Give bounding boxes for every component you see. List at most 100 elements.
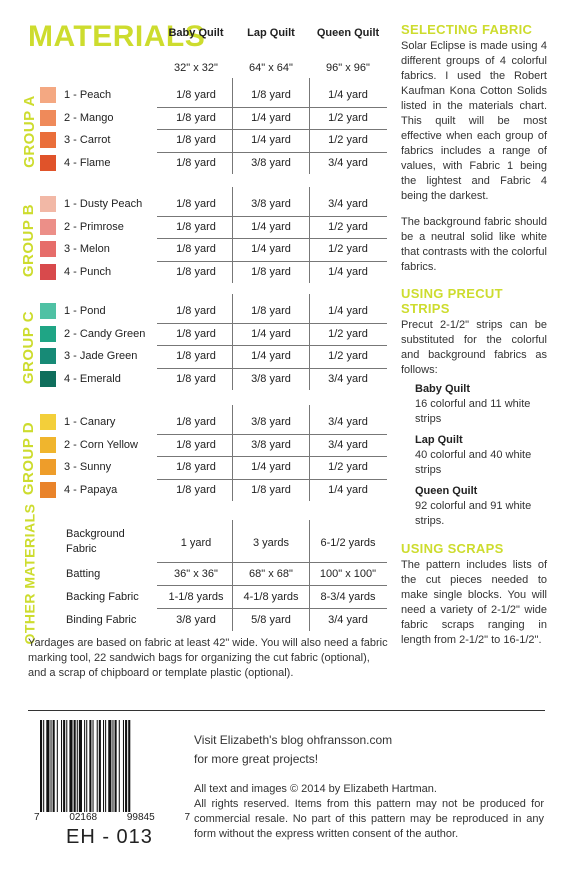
footer-divider (28, 710, 545, 711)
other-queen: 100" x 100" (319, 568, 377, 580)
fabric-row: 4 - Flame 1/8 yard 3/8 yard 3/4 yard (40, 152, 385, 174)
color-swatch (40, 303, 56, 319)
yardage-queen: 3/4 yard (328, 372, 368, 385)
precut-strips-intro: Precut 2-1/2" strips can be substituted … (401, 319, 547, 376)
other-material-row: Backing Fabric 1-1/8 yards 4-1/8 yards 8-3/… (66, 586, 386, 608)
other-material-name: Backing Fabric (66, 591, 139, 603)
fabric-row: 4 - Emerald 1/8 yard 3/8 yard 3/4 yard (40, 368, 385, 390)
precut-baby-text: 16 colorful and 11 white strips (415, 398, 531, 425)
yardage-lap: 1/8 yard (251, 89, 291, 101)
color-swatch (40, 218, 56, 235)
color-swatch (40, 109, 56, 126)
column-divider (309, 520, 310, 631)
color-swatch (40, 154, 56, 171)
column-divider (232, 187, 233, 284)
precut-baby-heading: Baby Quilt (415, 383, 471, 395)
other-baby: 1-1/8 yards (168, 591, 224, 603)
yardage-lap: 1/8 yard (251, 305, 291, 317)
column-divider (232, 520, 233, 631)
yardage-baby: 1/8 yard (176, 156, 216, 169)
yardage-baby: 1/8 yard (176, 461, 216, 474)
barcode-digits-left: 02168 (69, 812, 98, 823)
col-size-lap: 64" x 64" (249, 62, 293, 74)
column-divider (232, 405, 233, 502)
yardage-baby: 1/8 yard (176, 198, 216, 210)
fabric-name: 3 - Carrot (64, 134, 111, 147)
col-size-queen: 96" x 96" (326, 62, 370, 74)
other-lap: 3 yards (252, 537, 290, 549)
barcode-digits: 7 02168 99845 7 (34, 812, 190, 823)
yardage-baby: 1/8 yard (176, 327, 216, 340)
yardage-baby: 1/8 yard (176, 89, 216, 101)
other-baby: 1 yard (180, 537, 212, 549)
row-divider (157, 106, 387, 108)
fabric-name: 2 - Mango (64, 111, 114, 124)
precut-queen-heading: Queen Quilt (415, 485, 478, 497)
other-queen: 6-1/2 yards (320, 537, 376, 549)
yardage-queen: 3/4 yard (328, 416, 368, 428)
blog-promo: Visit Elizabeth's blog ohfransson.com fo… (194, 731, 392, 769)
yardage-lap: 1/4 yard (251, 461, 291, 474)
barcode-digit-lead: 7 (34, 812, 40, 823)
yardage-queen: 1/2 yard (328, 134, 368, 147)
yardage-lap: 3/8 yard (251, 372, 291, 385)
row-divider (157, 478, 387, 480)
yardage-queen: 3/4 yard (328, 438, 368, 451)
fabric-row: 4 - Papaya 1/8 yard 1/8 yard 1/4 yard (40, 479, 385, 501)
yardage-baby: 1/8 yard (176, 483, 216, 496)
row-divider (157, 585, 387, 586)
yardage-lap: 1/4 yard (251, 134, 291, 147)
fabric-name: 4 - Punch (64, 265, 112, 278)
other-material-name: Binding Fabric (66, 614, 137, 626)
yardage-queen: 1/4 yard (328, 89, 368, 101)
fabric-name: 3 - Sunny (64, 461, 112, 474)
color-swatch (40, 436, 56, 453)
yardage-queen: 1/2 yard (328, 327, 368, 340)
other-lap: 4-1/8 yards (243, 591, 299, 603)
yardage-lap: 1/4 yard (251, 220, 291, 233)
color-swatch (40, 459, 56, 476)
using-scraps-heading: USING SCRAPS (401, 541, 504, 556)
other-material-row: Binding Fabric 3/8 yard 5/8 yard 3/4 yard (66, 609, 386, 631)
fabric-row: 1 - Canary 1/8 yard 3/8 yard 3/4 yard (40, 411, 385, 433)
product-sku: EH - 013 (66, 826, 153, 848)
fabric-row: 2 - Corn Yellow 1/8 yard 3/8 yard 3/4 yard (40, 434, 385, 456)
yardage-lap: 1/4 yard (251, 350, 291, 363)
barcode (40, 720, 131, 812)
color-swatch (40, 414, 56, 430)
yardage-queen: 1/4 yard (328, 265, 368, 278)
background-fabric-text: The background fabric should be a neutra… (401, 216, 547, 273)
other-lap: 5/8 yard (251, 614, 291, 626)
fabric-row: 1 - Dusty Peach 1/8 yard 3/8 yard 3/4 yard (40, 193, 385, 215)
precut-queen-text: 92 colorful and 91 white strips. (415, 500, 532, 527)
yardage-lap: 3/8 yard (251, 438, 291, 451)
yardage-queen: 1/2 yard (328, 350, 368, 363)
color-swatch (40, 241, 56, 258)
row-divider (157, 322, 387, 324)
fabric-name: 2 - Primrose (64, 220, 124, 233)
fabric-row: 4 - Punch 1/8 yard 1/8 yard 1/4 yard (40, 261, 385, 283)
column-divider (309, 187, 310, 284)
yardage-queen: 1/4 yard (328, 305, 368, 317)
row-divider (157, 215, 387, 217)
row-divider (157, 238, 387, 240)
group-label-0: GROUP A (20, 94, 38, 168)
fabric-name: 3 - Jade Green (64, 350, 138, 363)
yardage-baby: 1/8 yard (176, 220, 216, 233)
precut-lap-text: 40 colorful and 40 white strips (415, 449, 532, 476)
yardage-queen: 1/2 yard (328, 111, 368, 124)
other-material-name: Background Fabric (66, 528, 125, 555)
yardage-queen: 1/2 yard (328, 461, 368, 474)
other-material-name: Batting (66, 568, 101, 580)
yardage-baby: 1/8 yard (176, 438, 216, 451)
barcode-digits-right: 99845 (126, 812, 155, 823)
fabric-row: 2 - Candy Green 1/8 yard 1/4 yard 1/2 yard (40, 323, 385, 345)
fabric-row: 1 - Pond 1/8 yard 1/8 yard 1/4 yard (40, 300, 385, 322)
fabric-name: 1 - Pond (64, 305, 106, 317)
yardage-baby: 1/8 yard (176, 111, 216, 124)
yardage-queen: 3/4 yard (328, 156, 368, 169)
using-scraps-text: The pattern includes lists of the cut pi… (401, 559, 547, 646)
yardage-queen: 3/4 yard (328, 198, 368, 210)
fabric-name: 4 - Emerald (64, 372, 121, 385)
group-label-1: GROUP B (20, 203, 38, 277)
